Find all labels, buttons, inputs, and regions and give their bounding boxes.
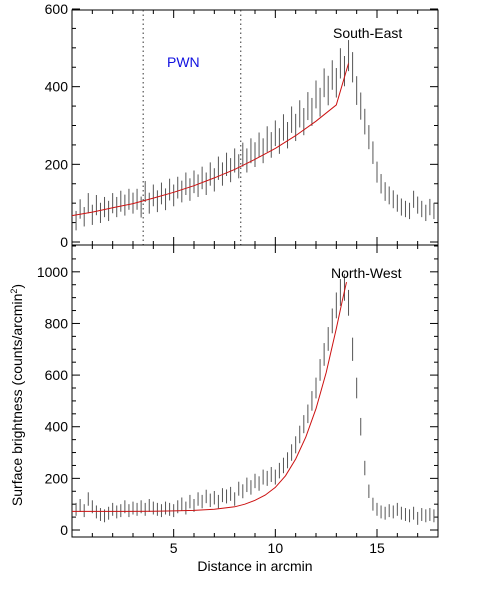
south-east-vlines: [142, 10, 242, 245]
y-axis-label-main: Surface brightness (counts/arcmin: [9, 294, 25, 506]
north-west-plot-frame: [71, 244, 439, 538]
south-east-panel: 0 200 400 600 South-East PWN: [45, 1, 439, 250]
north-west-panel: 5 10 15 0 200 400 600 800 1000 North-West: [37, 244, 439, 556]
south-east-title: South-East: [333, 25, 402, 41]
south-east-plot-frame: [71, 9, 439, 246]
north-west-ticks: 5 10 15 0 200 400 600 800 1000: [37, 245, 438, 556]
y-tick-label: 600: [45, 1, 69, 17]
south-east-model-curve: [71, 63, 349, 217]
y-tick-label: 0: [60, 522, 68, 538]
north-west-title: North-West: [331, 265, 402, 281]
pwn-annotation: PWN: [167, 54, 200, 70]
y-axis-label: Surface brightness (counts/arcmin2): [9, 284, 25, 506]
y-tick-label: 400: [45, 419, 69, 435]
south-east-data-points: [75, 40, 435, 231]
y-tick-label: 600: [45, 367, 69, 383]
north-west-model-curve: [72, 281, 347, 512]
x-tick-label: 15: [369, 540, 385, 556]
y-tick-label: 200: [45, 156, 69, 172]
x-tick-label: 5: [170, 540, 178, 556]
south-east-ticks: 0 200 400 600: [45, 1, 438, 250]
y-axis-label-close: ): [9, 284, 25, 289]
x-axis-label: Distance in arcmin: [197, 558, 312, 574]
y-tick-label: 400: [45, 79, 69, 95]
y-tick-label: 1000: [37, 264, 68, 280]
y-tick-label: 200: [45, 470, 69, 486]
y-tick-label: 0: [60, 234, 68, 250]
y-axis-label-superscript: 2: [9, 289, 19, 294]
north-west-data-points: [75, 273, 435, 525]
y-tick-label: 800: [45, 315, 69, 331]
x-tick-label: 10: [268, 540, 284, 556]
